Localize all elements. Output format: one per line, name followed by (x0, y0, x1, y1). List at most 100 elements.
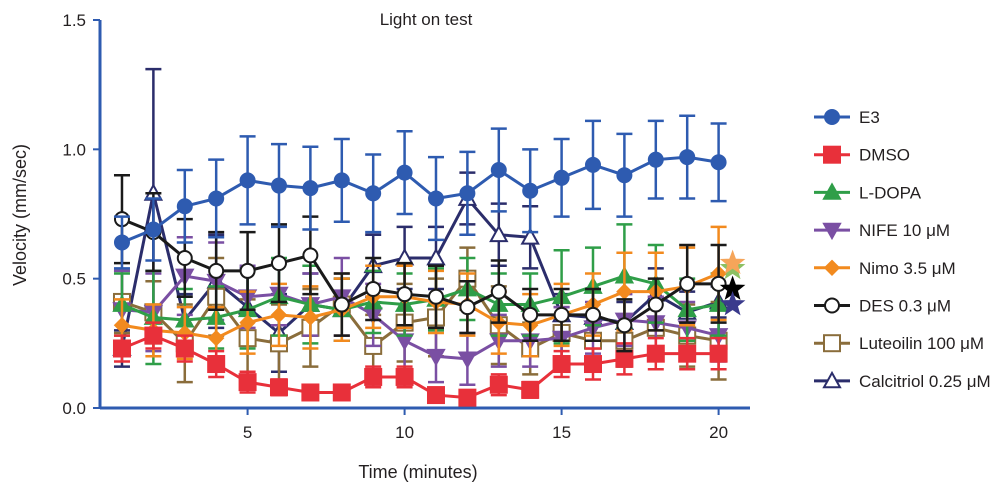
data-point (553, 306, 570, 323)
legend-marker (823, 259, 841, 277)
data-point (302, 309, 319, 326)
series-dmso (112, 321, 728, 407)
y-axis-title: Velocity (mm/sec) (10, 144, 30, 286)
y-tick-label: 1.0 (62, 140, 86, 159)
data-point (490, 162, 507, 179)
data-point (710, 154, 727, 171)
data-point (239, 314, 256, 331)
legend-label: Luteoilin 100 μM (859, 334, 984, 353)
data-point (301, 383, 320, 402)
legend-label: L-DOPA (859, 183, 922, 202)
data-point (269, 378, 288, 397)
legend-item: L-DOPA (814, 182, 922, 202)
data-point (333, 296, 350, 313)
data-point (176, 249, 193, 266)
data-point (489, 375, 508, 394)
legend-item: Luteoilin 100 μM (814, 334, 984, 353)
data-point (522, 306, 539, 323)
x-tick-label: 15 (552, 423, 571, 442)
data-point (426, 386, 445, 405)
data-point (145, 221, 162, 238)
legend-marker (822, 222, 842, 241)
data-point (176, 198, 193, 215)
data-point (302, 247, 319, 264)
chart-title: Light on test (380, 10, 473, 29)
legend-marker (822, 182, 842, 200)
data-point (364, 367, 383, 386)
significance-star-calcitriol-0-25-m (719, 291, 746, 316)
data-point (426, 247, 446, 266)
y-tick-label: 0.5 (62, 270, 86, 289)
data-point (207, 329, 225, 347)
significance-stars (719, 249, 746, 316)
data-point (113, 234, 130, 251)
legend-item: DMSO (814, 145, 910, 165)
legend-item: DES 0.3 μM (814, 297, 951, 316)
data-point (333, 172, 350, 189)
data-point (520, 227, 540, 245)
data-point (144, 326, 163, 345)
data-point (616, 167, 633, 184)
data-point (521, 380, 540, 399)
data-point (396, 164, 413, 181)
data-point (709, 344, 728, 363)
data-point (457, 351, 478, 369)
legend-marker (822, 370, 842, 389)
data-point (270, 306, 288, 324)
series-des-0-3-m (113, 173, 727, 353)
legend-label: NIFE 10 μM (859, 221, 950, 240)
data-point (113, 317, 131, 334)
series-calcitriol-0-25-m (112, 67, 729, 374)
data-point (427, 190, 444, 207)
legend-item: Nimo 3.5 μM (814, 259, 956, 278)
data-point (553, 169, 570, 186)
y-tick-label: 0.0 (62, 399, 86, 418)
legend-label: DES 0.3 μM (859, 297, 951, 316)
data-point (302, 180, 319, 197)
data-point (459, 185, 476, 202)
data-point (584, 156, 601, 173)
data-point (489, 224, 509, 243)
data-point (458, 388, 477, 407)
data-point (647, 296, 664, 313)
data-point (616, 317, 633, 334)
data-point (396, 286, 413, 303)
data-point (208, 262, 225, 279)
data-point (332, 383, 351, 402)
data-point (583, 355, 602, 374)
data-point (239, 172, 256, 189)
legend-label: Calcitriol 0.25 μM (859, 372, 991, 391)
data-point (208, 190, 225, 207)
plot-area (112, 67, 729, 407)
legend: E3 DMSO L-DOPA NIFE 10 μM Nimo 3.5 μM DES 0.3… (814, 108, 991, 391)
data-point (175, 339, 194, 358)
legend-marker (823, 145, 841, 164)
data-point (615, 349, 634, 368)
legend-marker (823, 334, 841, 353)
legend-marker (824, 109, 840, 125)
x-tick-label: 10 (395, 423, 414, 442)
data-point (365, 185, 382, 202)
data-point (238, 373, 257, 392)
legend-marker (824, 297, 840, 314)
data-point (710, 275, 727, 292)
legend-item: NIFE 10 μM (814, 221, 950, 241)
data-point (426, 348, 446, 367)
data-point (270, 177, 287, 194)
data-point (647, 151, 664, 168)
data-point (584, 306, 601, 323)
x-tick-label: 20 (709, 423, 728, 442)
data-point (239, 262, 256, 279)
x-tick-label: 5 (243, 423, 252, 442)
data-point (490, 283, 507, 300)
legend-item: Calcitriol 0.25 μM (814, 370, 991, 391)
data-point (395, 367, 414, 386)
data-point (679, 149, 696, 166)
data-point (679, 275, 696, 292)
data-point (365, 281, 382, 298)
data-point (646, 344, 665, 363)
data-point (459, 299, 476, 316)
legend-label: DMSO (859, 146, 910, 165)
